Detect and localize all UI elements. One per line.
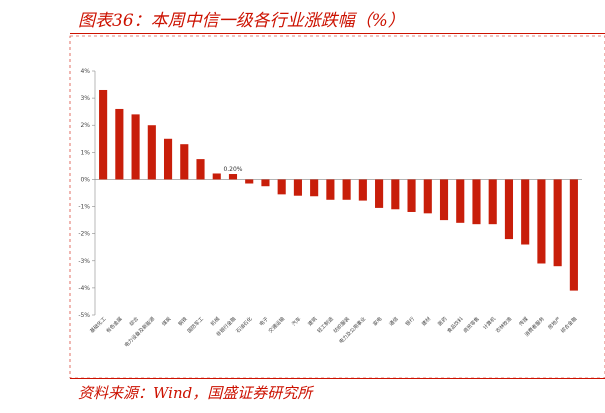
x-tick-label: 家电 (371, 315, 383, 327)
bar (147, 125, 156, 180)
x-tick-label: 商贸零售 (462, 315, 481, 334)
bar (261, 179, 270, 187)
bar (293, 179, 302, 196)
y-tick-label: 1% (80, 149, 90, 156)
bar (391, 179, 400, 210)
y-tick-label: -4% (78, 285, 90, 292)
x-tick-label: 基础化工 (88, 315, 107, 334)
bar (358, 179, 367, 201)
bar (569, 179, 578, 291)
bar (245, 179, 254, 184)
y-tick-label: 0% (80, 176, 90, 183)
x-tick-label: 建筑 (307, 315, 319, 327)
page-title: 图表36：本周中信一级各行业涨跌幅（%） (78, 11, 405, 31)
x-tick-label: 计算机 (482, 315, 498, 331)
bar (407, 179, 416, 212)
x-tick-label: 汽车 (290, 315, 302, 327)
x-tick-label: 房地产 (546, 315, 562, 331)
bar (277, 179, 286, 195)
bar (196, 159, 205, 180)
bar (472, 179, 481, 225)
x-tick-label: 轻工制造 (316, 315, 335, 334)
bar (423, 179, 432, 214)
x-tick-label: 国防军工 (186, 315, 205, 334)
bar (521, 179, 530, 245)
x-tick-label: 有色金属 (105, 315, 124, 334)
x-tick-label: 银行 (404, 315, 416, 327)
bar (488, 179, 497, 225)
x-tick-label: 电子 (258, 315, 270, 327)
bar (228, 174, 238, 180)
x-tick-label: 综合 (128, 315, 140, 327)
bar (553, 179, 562, 267)
bar (99, 89, 108, 180)
footer-divider (70, 378, 605, 379)
bar (212, 173, 221, 180)
x-tick-label: 建材 (420, 315, 432, 327)
y-tick-label: -2% (78, 231, 90, 238)
x-tick-label: 综合金融 (559, 315, 578, 334)
bar (375, 179, 384, 208)
data-label: 0.20% (223, 166, 242, 173)
x-tick-label: 煤炭 (160, 315, 172, 327)
x-tick-label: 机械 (209, 315, 221, 327)
title-divider (70, 33, 605, 34)
bar (131, 114, 140, 180)
x-tick-label: 农林牧渔 (494, 315, 513, 334)
y-tick-label: 3% (80, 95, 90, 102)
x-tick-label: 医药 (436, 315, 448, 327)
x-tick-label: 石油石化 (235, 315, 254, 334)
y-tick-label: -1% (78, 204, 90, 211)
bar (456, 179, 465, 223)
y-tick-label: 2% (80, 122, 90, 129)
bar (326, 179, 335, 200)
x-tick-label: 传媒 (518, 315, 530, 327)
x-tick-label: 钢铁 (177, 315, 189, 327)
y-tick-label: -3% (78, 258, 90, 265)
y-axis: 4% 3% 2% 1% 0% -1% -2% -3% -4% -5% (78, 68, 582, 319)
x-tick-label: 交通运输 (267, 315, 286, 334)
bar (180, 144, 189, 180)
bar (537, 179, 546, 264)
y-tick-label: -5% (78, 312, 90, 319)
bars (99, 89, 578, 291)
y-tick-label: 4% (80, 68, 90, 75)
bar (115, 108, 124, 180)
data-labels: 0.20% (223, 166, 242, 173)
source-note: 资料来源：Wind，国盛证券研究所 (78, 384, 313, 402)
bar (342, 179, 351, 200)
x-tick-label: 通信 (388, 315, 400, 327)
bar (504, 179, 514, 240)
bar (439, 179, 449, 221)
bar (310, 179, 319, 197)
bar (163, 138, 173, 180)
x-tick-label: 食品饮料 (446, 315, 465, 334)
